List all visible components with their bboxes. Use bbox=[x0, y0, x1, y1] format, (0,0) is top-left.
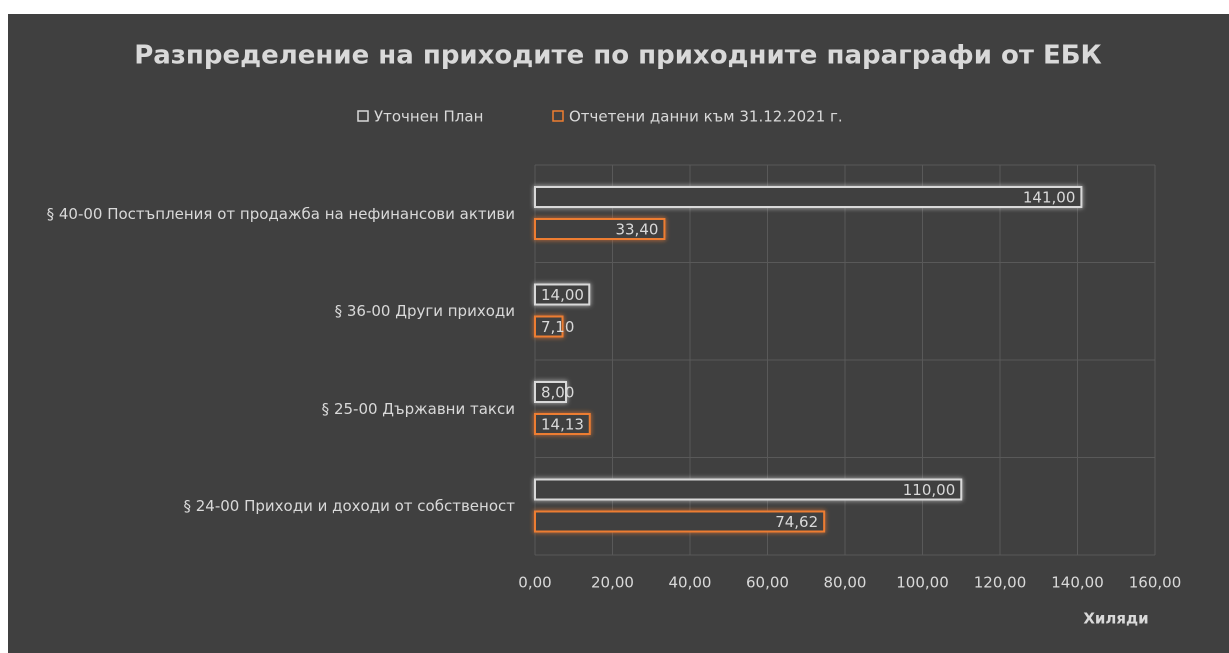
x-tick-label: 80,00 bbox=[824, 574, 867, 592]
legend-swatch bbox=[552, 110, 564, 122]
legend-swatch bbox=[357, 110, 369, 122]
x-axis-title: Хиляди bbox=[1083, 610, 1148, 628]
x-tick-label: 20,00 bbox=[591, 574, 634, 592]
chart-title: Разпределение на приходите по приходните… bbox=[134, 41, 1102, 71]
value-label: 8,00 bbox=[541, 384, 574, 402]
bar bbox=[534, 510, 826, 533]
category-text: § 25-00 Държавни такси bbox=[321, 399, 515, 418]
chart: Разпределение на приходите по приходните… bbox=[134, 41, 1182, 628]
category-label: § 24-00 Приходи и доходи от собственост bbox=[0, 493, 515, 519]
category-label: § 40-00 Постъпления от продажба на нефин… bbox=[0, 201, 515, 227]
value-label: 110,00 bbox=[903, 481, 956, 499]
legend-label: Отчетени данни към 31.12.2021 г. bbox=[569, 108, 843, 126]
x-tick-label: 0,00 bbox=[518, 574, 551, 592]
value-label: 74,62 bbox=[775, 513, 818, 531]
x-tick-label: 140,00 bbox=[1051, 574, 1104, 592]
value-label: 14,00 bbox=[541, 286, 584, 304]
category-label: § 25-00 Държавни такси bbox=[0, 396, 515, 422]
bar bbox=[534, 478, 963, 501]
x-tick-label: 60,00 bbox=[746, 574, 789, 592]
bar bbox=[534, 218, 666, 240]
x-tick-label: 100,00 bbox=[896, 574, 949, 592]
value-label: 33,40 bbox=[615, 221, 658, 239]
category-text: § 36-00 Други приходи bbox=[334, 302, 515, 321]
x-tick-label: 40,00 bbox=[669, 574, 712, 592]
bar bbox=[534, 381, 567, 403]
bar bbox=[534, 315, 564, 338]
x-tick-label: 120,00 bbox=[974, 574, 1027, 592]
bar bbox=[534, 413, 591, 435]
category-label: § 36-00 Други приходи bbox=[0, 298, 515, 324]
value-label: 141,00 bbox=[1023, 189, 1076, 207]
x-tick-label: 160,00 bbox=[1129, 574, 1182, 592]
value-label: 7,10 bbox=[541, 318, 574, 336]
bar bbox=[534, 186, 1083, 208]
legend-label: Уточнен План bbox=[374, 108, 483, 126]
bar bbox=[534, 283, 591, 306]
value-label: 14,13 bbox=[541, 416, 584, 434]
category-text: § 40-00 Постъпления от продажба на нефин… bbox=[46, 204, 515, 223]
chart-area: Разпределение на приходите по приходните… bbox=[8, 14, 1229, 653]
category-text: § 24-00 Приходи и доходи от собственост bbox=[183, 497, 515, 516]
